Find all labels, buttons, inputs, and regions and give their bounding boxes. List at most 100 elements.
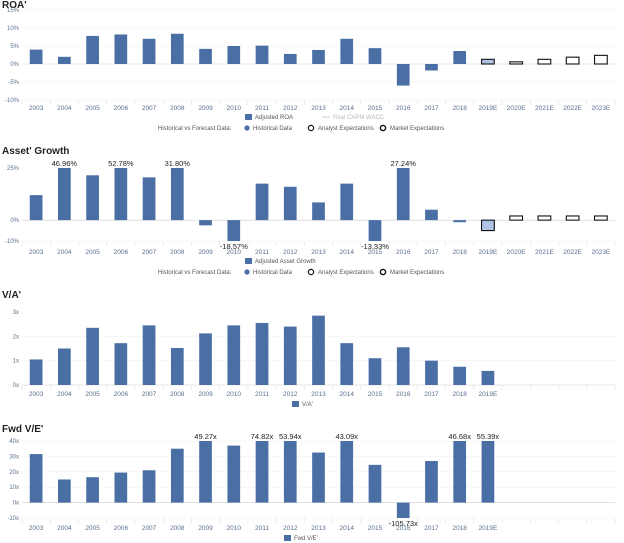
x-tick-label: 2014 xyxy=(340,105,355,112)
y-tick-label: 1x xyxy=(13,359,19,365)
bar xyxy=(227,325,241,385)
x-tick-label: 2006 xyxy=(114,249,129,256)
y-tick-label: 10% xyxy=(7,26,20,32)
bar xyxy=(368,358,382,385)
x-tick-label: 2006 xyxy=(114,391,129,398)
x-tick-label: 2018 xyxy=(452,525,467,532)
legend-forecast-heading: Historical vs Forecast Data: xyxy=(158,270,232,276)
x-tick-label: 2016 xyxy=(396,105,411,112)
bar xyxy=(340,343,354,385)
va-title: V/A' xyxy=(2,290,22,301)
x-tick-label: 2021E xyxy=(535,249,554,256)
x-tick-label: 2013 xyxy=(311,391,326,398)
bar xyxy=(425,64,438,71)
x-tick-label: 2007 xyxy=(142,525,157,532)
x-tick-label: 2009 xyxy=(198,249,213,256)
bar xyxy=(58,168,71,221)
asset-growth-chart: 25% 0% -10% 2003 2004 2005 2006 2007 2008 2009 201… xyxy=(5,159,616,276)
forecast-bar xyxy=(565,56,580,65)
x-tick-label: 2018 xyxy=(452,391,467,398)
x-tick-label: 2020E xyxy=(507,105,526,112)
x-tick-label: 2019E xyxy=(479,249,498,256)
x-tick-label: 2008 xyxy=(170,249,185,256)
bar xyxy=(312,202,325,221)
bar xyxy=(29,454,43,503)
y-tick-label: 0x xyxy=(13,501,19,507)
data-label: 55.39x xyxy=(477,432,500,441)
x-tick-label: 2010 xyxy=(227,391,242,398)
x-tick-label: 2012 xyxy=(283,105,298,112)
bar xyxy=(396,502,410,518)
analyst-marker-icon xyxy=(307,124,315,132)
legend-series-label: Adjusted ROA xyxy=(255,115,293,121)
bar xyxy=(368,464,382,503)
legend-swatch xyxy=(284,535,291,541)
bar xyxy=(170,448,184,503)
x-tick-label: 2019E xyxy=(479,105,498,112)
y-tick-label: 20x xyxy=(9,470,19,476)
x-tick-label: 2005 xyxy=(85,249,100,256)
y-tick-label: -10% xyxy=(5,239,20,245)
forecast-bar xyxy=(481,219,495,232)
x-tick-label: 2015 xyxy=(368,249,383,256)
bar xyxy=(227,220,241,241)
x-tick-label: 2007 xyxy=(142,249,157,256)
bar xyxy=(283,53,297,64)
historical-marker-icon xyxy=(244,125,250,131)
x-tick-label: 2011 xyxy=(255,525,269,532)
bar xyxy=(396,347,410,385)
forecast-bar xyxy=(593,54,608,65)
x-tick-label: 2004 xyxy=(57,391,72,398)
bar xyxy=(227,445,241,503)
bar xyxy=(453,441,467,503)
y-tick-label: 5% xyxy=(10,44,19,50)
x-tick-label: 2020E xyxy=(507,249,526,256)
bar xyxy=(114,472,128,503)
bar xyxy=(86,477,99,503)
bar xyxy=(255,45,269,64)
market-marker-icon xyxy=(379,124,387,132)
x-tick-label: 2003 xyxy=(29,249,44,256)
x-tick-label: 2005 xyxy=(85,391,100,398)
x-tick-label: 2008 xyxy=(170,105,185,112)
forecast-bar xyxy=(565,215,580,221)
x-tick-label: 2011 xyxy=(255,249,269,256)
data-label: 46.68x xyxy=(448,432,471,441)
y-tick-label: 30x xyxy=(9,454,19,460)
bar xyxy=(86,35,99,64)
x-tick-label: 2012 xyxy=(283,525,298,532)
bar xyxy=(227,46,241,64)
legend-swatch xyxy=(245,114,252,120)
y-tick-label: 2x xyxy=(13,334,19,340)
forecast-bar xyxy=(537,58,552,65)
forecast-bar xyxy=(593,215,608,221)
bar xyxy=(58,56,71,64)
x-tick-label: 2007 xyxy=(142,105,157,112)
bar xyxy=(29,359,43,385)
bar xyxy=(453,51,467,64)
x-tick-label: 2008 xyxy=(170,525,185,532)
bar xyxy=(29,195,43,221)
legend-market: Market Expectations xyxy=(390,270,444,276)
legend-market: Market Expectations xyxy=(390,126,444,132)
roa-title: ROA' xyxy=(2,0,27,11)
fwd-ve-chart: 40x 30x 20x 10x 0x -10x 2003 2004 2005 2006 2007 20… xyxy=(7,432,616,542)
x-tick-label: 2018 xyxy=(452,105,467,112)
bar xyxy=(425,209,438,221)
x-tick-label: 2017 xyxy=(424,249,439,256)
bar xyxy=(283,186,297,221)
bar xyxy=(340,38,354,64)
x-tick-label: 2008 xyxy=(170,391,185,398)
x-tick-label: 2017 xyxy=(424,525,439,532)
y-tick-label: 0% xyxy=(10,62,19,68)
x-tick-label: 2017 xyxy=(424,391,439,398)
legend-historical: Historical Data xyxy=(253,270,293,276)
data-label: 49.27x xyxy=(194,432,217,441)
data-label: 43.09x xyxy=(335,432,358,441)
x-tick-label: 2014 xyxy=(340,249,355,256)
legend-secondary-label: Real CAPM WACC xyxy=(333,115,385,121)
x-tick-label: 2016 xyxy=(396,525,411,532)
x-tick-label: 2009 xyxy=(198,391,213,398)
y-tick-label: 3x xyxy=(13,310,19,316)
x-tick-label: 2010 xyxy=(227,525,242,532)
